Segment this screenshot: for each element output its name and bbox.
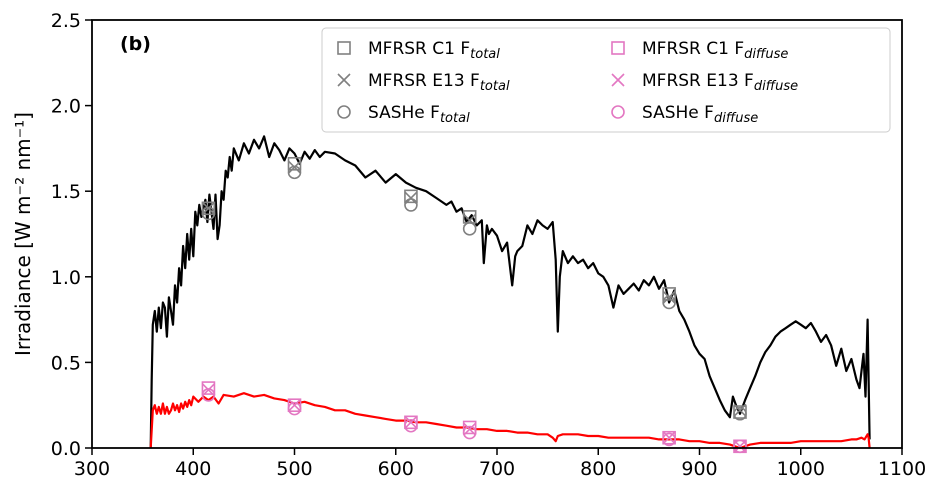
legend-marker-square xyxy=(611,41,625,55)
legend-label-subscript: total xyxy=(470,47,500,62)
x-tick-label: 300 xyxy=(74,458,110,480)
legend-marker-x xyxy=(611,73,625,87)
data-point-circle xyxy=(201,388,216,402)
data-point-x xyxy=(733,403,747,417)
legend-label-subscript: diffuse xyxy=(754,79,798,94)
y-tick-label: 2.0 xyxy=(51,96,81,118)
legend-label: MFRSR E13 Ftotal xyxy=(368,71,510,94)
data-point-circle xyxy=(201,206,216,221)
data-point-circle xyxy=(733,406,747,421)
data-point-x xyxy=(463,422,477,436)
data-point-square xyxy=(404,189,418,204)
legend-marker-x xyxy=(337,73,351,87)
data-point-circle xyxy=(662,432,676,447)
x-tick-label: 1000 xyxy=(777,458,825,480)
legend-label-subscript: diffuse xyxy=(714,111,758,126)
legend-marker-circle xyxy=(337,105,351,119)
y-tick-label: 1.5 xyxy=(51,181,81,203)
x-tick-label: 400 xyxy=(175,458,211,480)
data-point-x xyxy=(287,398,302,412)
panel-label: (b) xyxy=(120,33,151,55)
x-tick-label: 700 xyxy=(479,458,515,480)
legend-label: MFRSR C1 Ftotal xyxy=(368,39,500,62)
legend-label-subscript: total xyxy=(480,79,510,94)
data-point-x xyxy=(404,191,418,205)
data-point-square xyxy=(201,201,216,216)
legend-label-subscript: diffuse xyxy=(744,47,788,62)
data-point-x xyxy=(201,201,216,215)
legend-box xyxy=(321,27,891,133)
data-point-square xyxy=(462,420,477,435)
y-tick-label: 0.5 xyxy=(51,352,81,374)
data-point-circle xyxy=(662,295,676,310)
data-point-square xyxy=(201,381,216,395)
x-tick-label: 500 xyxy=(276,458,312,480)
x-tick-label: 800 xyxy=(580,458,616,480)
x-tick-label: 900 xyxy=(681,458,717,480)
spectrum-line-2 xyxy=(149,392,871,450)
data-point-x xyxy=(662,290,676,304)
y-axis-title: Irradiance [W m⁻² nm⁻¹] xyxy=(11,112,35,356)
legend-marker-square xyxy=(337,41,351,55)
measurement-markers xyxy=(201,157,747,454)
data-point-circle xyxy=(404,198,418,212)
y-tick-label: 2.5 xyxy=(51,10,81,32)
data-point-square xyxy=(662,287,676,301)
x-tick-label: 600 xyxy=(378,458,414,480)
axis-ticks: 300 400 500 600 700 800 900 1000 1100 0.0 0.5 1.0 1.… xyxy=(51,10,926,480)
spectrum-lines xyxy=(149,135,871,450)
data-point-x xyxy=(287,160,302,174)
data-point-circle xyxy=(287,165,302,180)
data-point-circle xyxy=(404,418,418,433)
data-point-circle xyxy=(287,401,302,416)
data-point-x xyxy=(662,431,676,445)
x-tick-label: 1100 xyxy=(878,458,926,480)
data-point-circle xyxy=(462,222,477,236)
y-tick-label: 1.0 xyxy=(51,267,81,289)
data-point-x xyxy=(201,383,216,397)
y-tick-label: 0.0 xyxy=(51,438,81,460)
data-point-circle xyxy=(733,439,747,454)
data-point-square xyxy=(287,398,302,413)
legend-marker-circle xyxy=(611,105,625,119)
data-point-square xyxy=(404,415,418,430)
data-point-x xyxy=(404,415,418,429)
spectrum-line-1 xyxy=(149,135,871,449)
legend-label-subscript: total xyxy=(440,111,470,126)
data-point-square xyxy=(287,157,302,171)
data-point-circle xyxy=(462,425,477,440)
